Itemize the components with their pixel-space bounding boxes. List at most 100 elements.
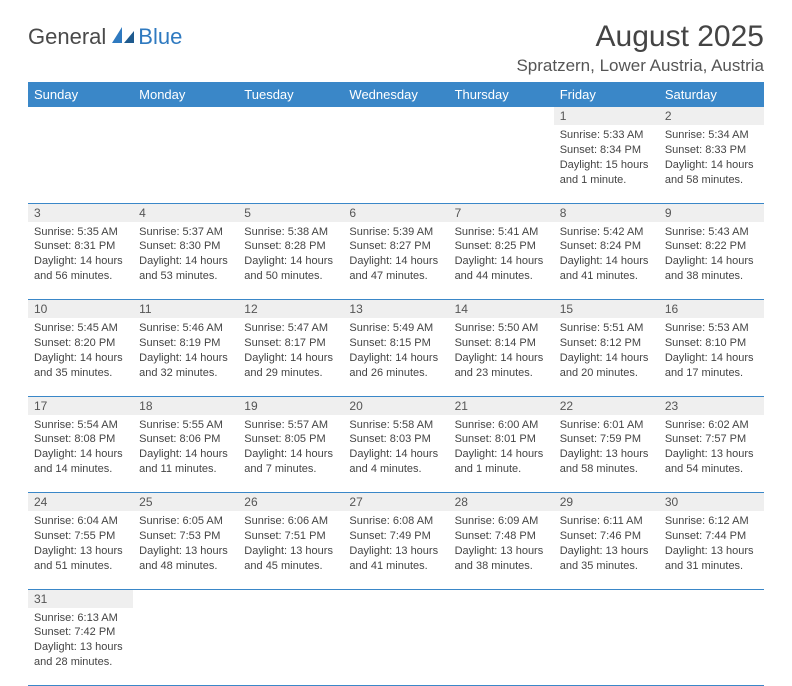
daylight-text: Daylight: 13 hours and 35 minutes. bbox=[560, 544, 653, 574]
day-number-cell: 13 bbox=[343, 300, 448, 319]
sunrise-text: Sunrise: 5:54 AM bbox=[34, 418, 127, 433]
sunrise-text: Sunrise: 6:05 AM bbox=[139, 514, 232, 529]
day-content-cell: Sunrise: 5:35 AMSunset: 8:31 PMDaylight:… bbox=[28, 222, 133, 300]
day-number-cell bbox=[28, 107, 133, 125]
logo: General Blue bbox=[28, 24, 182, 50]
sunset-text: Sunset: 8:01 PM bbox=[455, 432, 548, 447]
daylight-text: Daylight: 13 hours and 48 minutes. bbox=[139, 544, 232, 574]
day-content-cell: Sunrise: 5:51 AMSunset: 8:12 PMDaylight:… bbox=[554, 318, 659, 396]
sunset-text: Sunset: 8:20 PM bbox=[34, 336, 127, 351]
sunrise-text: Sunrise: 6:04 AM bbox=[34, 514, 127, 529]
daylight-text: Daylight: 13 hours and 54 minutes. bbox=[665, 447, 758, 477]
day-header: Thursday bbox=[449, 82, 554, 107]
day-content-cell: Sunrise: 6:05 AMSunset: 7:53 PMDaylight:… bbox=[133, 511, 238, 589]
day-header: Tuesday bbox=[238, 82, 343, 107]
daylight-text: Daylight: 13 hours and 28 minutes. bbox=[34, 640, 127, 670]
sunset-text: Sunset: 8:05 PM bbox=[244, 432, 337, 447]
day-number-cell: 27 bbox=[343, 493, 448, 512]
day-content-cell: Sunrise: 5:34 AMSunset: 8:33 PMDaylight:… bbox=[659, 125, 764, 203]
day-content-cell: Sunrise: 5:41 AMSunset: 8:25 PMDaylight:… bbox=[449, 222, 554, 300]
day-number-cell bbox=[133, 589, 238, 608]
day-content-cell bbox=[343, 125, 448, 203]
title-block: August 2025 Spratzern, Lower Austria, Au… bbox=[516, 20, 764, 76]
sunrise-text: Sunrise: 5:37 AM bbox=[139, 225, 232, 240]
day-number-cell: 7 bbox=[449, 203, 554, 222]
daylight-text: Daylight: 14 hours and 32 minutes. bbox=[139, 351, 232, 381]
sunset-text: Sunset: 7:51 PM bbox=[244, 529, 337, 544]
sunset-text: Sunset: 7:42 PM bbox=[34, 625, 127, 640]
day-content-cell: Sunrise: 5:37 AMSunset: 8:30 PMDaylight:… bbox=[133, 222, 238, 300]
daylight-text: Daylight: 13 hours and 38 minutes. bbox=[455, 544, 548, 574]
logo-text-general: General bbox=[28, 24, 106, 50]
day-number-cell: 18 bbox=[133, 396, 238, 415]
day-content-cell: Sunrise: 6:02 AMSunset: 7:57 PMDaylight:… bbox=[659, 415, 764, 493]
daylight-text: Daylight: 13 hours and 45 minutes. bbox=[244, 544, 337, 574]
sunset-text: Sunset: 8:31 PM bbox=[34, 239, 127, 254]
day-number-cell bbox=[554, 589, 659, 608]
day-header: Sunday bbox=[28, 82, 133, 107]
daylight-text: Daylight: 14 hours and 23 minutes. bbox=[455, 351, 548, 381]
day-content-cell: Sunrise: 6:04 AMSunset: 7:55 PMDaylight:… bbox=[28, 511, 133, 589]
sunset-text: Sunset: 8:27 PM bbox=[349, 239, 442, 254]
day-content-cell: Sunrise: 6:00 AMSunset: 8:01 PMDaylight:… bbox=[449, 415, 554, 493]
day-number-cell bbox=[449, 107, 554, 125]
sunrise-text: Sunrise: 5:53 AM bbox=[665, 321, 758, 336]
day-header-row: SundayMondayTuesdayWednesdayThursdayFrid… bbox=[28, 82, 764, 107]
day-content-cell: Sunrise: 5:49 AMSunset: 8:15 PMDaylight:… bbox=[343, 318, 448, 396]
sunset-text: Sunset: 8:19 PM bbox=[139, 336, 232, 351]
sunset-text: Sunset: 7:59 PM bbox=[560, 432, 653, 447]
day-content-cell: Sunrise: 5:43 AMSunset: 8:22 PMDaylight:… bbox=[659, 222, 764, 300]
day-number-cell bbox=[238, 107, 343, 125]
week-content-row: Sunrise: 5:45 AMSunset: 8:20 PMDaylight:… bbox=[28, 318, 764, 396]
sunrise-text: Sunrise: 5:42 AM bbox=[560, 225, 653, 240]
day-content-cell: Sunrise: 5:50 AMSunset: 8:14 PMDaylight:… bbox=[449, 318, 554, 396]
day-content-cell: Sunrise: 5:46 AMSunset: 8:19 PMDaylight:… bbox=[133, 318, 238, 396]
day-content-cell: Sunrise: 5:33 AMSunset: 8:34 PMDaylight:… bbox=[554, 125, 659, 203]
sunrise-text: Sunrise: 5:45 AM bbox=[34, 321, 127, 336]
sunrise-text: Sunrise: 5:46 AM bbox=[139, 321, 232, 336]
day-number-cell: 5 bbox=[238, 203, 343, 222]
sunset-text: Sunset: 7:48 PM bbox=[455, 529, 548, 544]
day-content-cell: Sunrise: 6:12 AMSunset: 7:44 PMDaylight:… bbox=[659, 511, 764, 589]
day-content-cell: Sunrise: 6:01 AMSunset: 7:59 PMDaylight:… bbox=[554, 415, 659, 493]
sunset-text: Sunset: 8:17 PM bbox=[244, 336, 337, 351]
day-number-cell: 15 bbox=[554, 300, 659, 319]
daylight-text: Daylight: 14 hours and 4 minutes. bbox=[349, 447, 442, 477]
day-content-cell: Sunrise: 6:13 AMSunset: 7:42 PMDaylight:… bbox=[28, 608, 133, 686]
sunrise-text: Sunrise: 5:57 AM bbox=[244, 418, 337, 433]
day-number-cell: 30 bbox=[659, 493, 764, 512]
sunset-text: Sunset: 8:12 PM bbox=[560, 336, 653, 351]
day-content-cell: Sunrise: 5:42 AMSunset: 8:24 PMDaylight:… bbox=[554, 222, 659, 300]
sunrise-text: Sunrise: 5:50 AM bbox=[455, 321, 548, 336]
day-content-cell: Sunrise: 6:06 AMSunset: 7:51 PMDaylight:… bbox=[238, 511, 343, 589]
sunset-text: Sunset: 8:25 PM bbox=[455, 239, 548, 254]
day-number-cell: 24 bbox=[28, 493, 133, 512]
daylight-text: Daylight: 14 hours and 58 minutes. bbox=[665, 158, 758, 188]
day-number-cell: 11 bbox=[133, 300, 238, 319]
day-content-cell: Sunrise: 5:47 AMSunset: 8:17 PMDaylight:… bbox=[238, 318, 343, 396]
sunrise-text: Sunrise: 6:12 AM bbox=[665, 514, 758, 529]
logo-sail-icon bbox=[110, 25, 136, 50]
daylight-text: Daylight: 14 hours and 11 minutes. bbox=[139, 447, 232, 477]
sunrise-text: Sunrise: 5:51 AM bbox=[560, 321, 653, 336]
sunrise-text: Sunrise: 6:08 AM bbox=[349, 514, 442, 529]
sunset-text: Sunset: 7:53 PM bbox=[139, 529, 232, 544]
day-content-cell bbox=[28, 125, 133, 203]
day-header: Friday bbox=[554, 82, 659, 107]
day-number-cell: 17 bbox=[28, 396, 133, 415]
daylight-text: Daylight: 14 hours and 29 minutes. bbox=[244, 351, 337, 381]
sunrise-text: Sunrise: 6:01 AM bbox=[560, 418, 653, 433]
day-number-cell bbox=[133, 107, 238, 125]
sunrise-text: Sunrise: 5:39 AM bbox=[349, 225, 442, 240]
day-number-cell: 10 bbox=[28, 300, 133, 319]
daylight-text: Daylight: 14 hours and 14 minutes. bbox=[34, 447, 127, 477]
day-number-cell bbox=[659, 589, 764, 608]
day-content-cell: Sunrise: 5:45 AMSunset: 8:20 PMDaylight:… bbox=[28, 318, 133, 396]
day-number-cell: 31 bbox=[28, 589, 133, 608]
sunset-text: Sunset: 8:08 PM bbox=[34, 432, 127, 447]
day-content-cell: Sunrise: 6:11 AMSunset: 7:46 PMDaylight:… bbox=[554, 511, 659, 589]
day-number-cell: 12 bbox=[238, 300, 343, 319]
daylight-text: Daylight: 14 hours and 44 minutes. bbox=[455, 254, 548, 284]
daylight-text: Daylight: 14 hours and 35 minutes. bbox=[34, 351, 127, 381]
day-number-cell: 14 bbox=[449, 300, 554, 319]
